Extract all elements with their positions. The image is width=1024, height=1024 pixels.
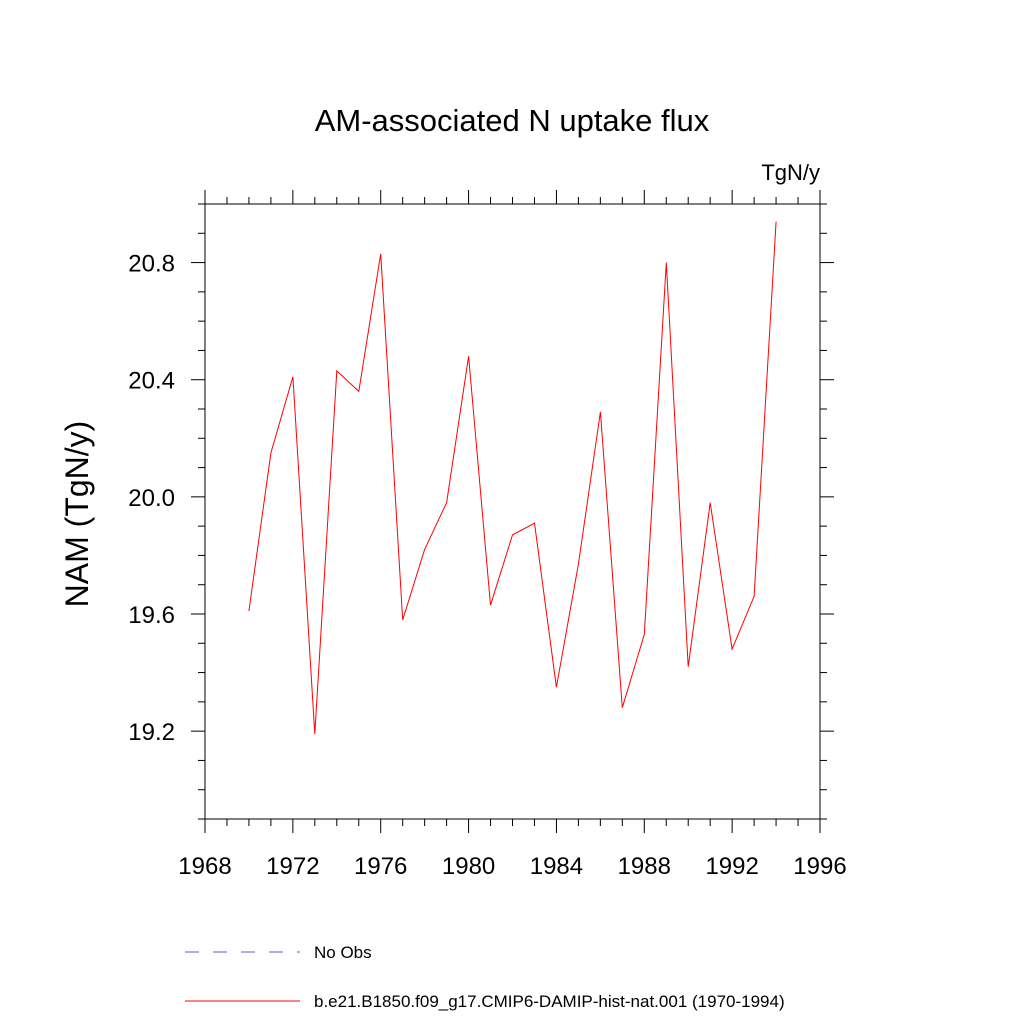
series-line (248, 221, 777, 735)
legend-label: b.e21.B1850.f09_g17.CMIP6-DAMIP-hist-nat… (314, 992, 785, 1011)
x-tick-label: 1996 (793, 853, 846, 880)
chart-title: AM-associated N uptake flux (315, 103, 710, 138)
y-axis-label: NAM (TgN/y) (59, 421, 95, 608)
x-tick-label: 1976 (354, 853, 407, 880)
x-tick-label: 1984 (530, 853, 583, 880)
x-tick-label: 1972 (266, 853, 319, 880)
units-label: TgN/y (761, 160, 820, 185)
x-tick-label: 1980 (442, 853, 495, 880)
y-tick-label: 19.2 (128, 719, 175, 746)
legend-label: No Obs (314, 943, 372, 962)
axes: 1968 1972 1976 1980 1984 1988 1992 1996 19.2 19.6… (128, 190, 847, 880)
legend: No Obs b.e21.B1850.f09_g17.CMIP6-DAMIP-hi… (185, 943, 785, 1011)
plot-area (248, 221, 777, 735)
y-tick-label: 20.0 (128, 485, 175, 512)
x-tick-label: 1992 (705, 853, 758, 880)
plot-frame (204, 203, 821, 820)
x-tick-label: 1968 (178, 853, 231, 880)
y-tick-label: 20.4 (128, 368, 175, 395)
y-tick-label: 19.6 (128, 602, 175, 629)
y-tick-label: 20.8 (128, 251, 175, 278)
x-tick-label: 1988 (618, 853, 671, 880)
